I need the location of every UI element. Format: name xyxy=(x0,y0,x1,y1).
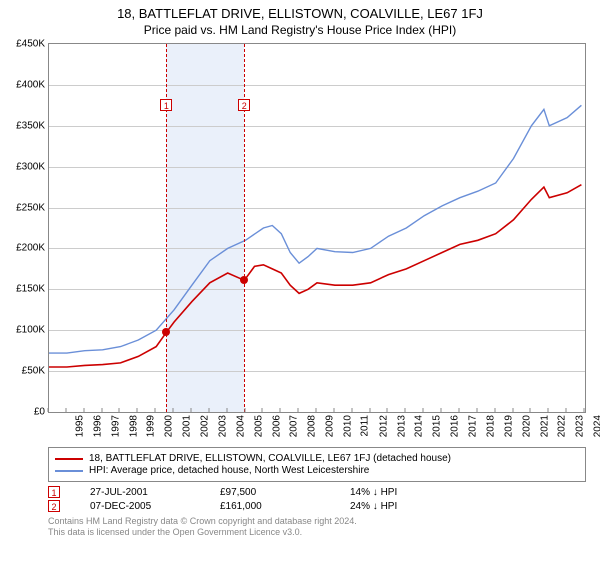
legend-box: 18, BATTLEFLAT DRIVE, ELLISTOWN, COALVIL… xyxy=(48,447,586,482)
legend-label: 18, BATTLEFLAT DRIVE, ELLISTOWN, COALVIL… xyxy=(89,453,451,464)
x-axis-label: 2017 xyxy=(467,415,478,437)
footer-attribution: Contains HM Land Registry data © Crown c… xyxy=(48,516,586,539)
x-axis-label: 2011 xyxy=(359,415,370,437)
x-axis-label: 2007 xyxy=(289,415,300,437)
marker-date: 27-JUL-2001 xyxy=(90,487,220,498)
x-axis-label: 2013 xyxy=(396,415,407,437)
x-axis-label: 2020 xyxy=(521,415,532,437)
footer-line: Contains HM Land Registry data © Crown c… xyxy=(48,516,586,527)
marker-row: 1 27-JUL-2001 £97,500 14% ↓ HPI xyxy=(48,486,586,498)
marker-row: 2 07-DEC-2005 £161,000 24% ↓ HPI xyxy=(48,500,586,512)
series-property xyxy=(49,185,581,367)
marker-price: £161,000 xyxy=(220,501,350,512)
chart-title: 18, BATTLEFLAT DRIVE, ELLISTOWN, COALVIL… xyxy=(0,6,600,21)
markers-table: 1 27-JUL-2001 £97,500 14% ↓ HPI 2 07-DEC… xyxy=(48,486,586,512)
y-axis-label: £50K xyxy=(22,366,49,377)
marker-price: £97,500 xyxy=(220,487,350,498)
x-axis-label: 2019 xyxy=(503,415,514,437)
y-axis-label: £100K xyxy=(16,325,49,336)
x-axis-label: 2016 xyxy=(449,415,460,437)
legend-label: HPI: Average price, detached house, Nort… xyxy=(89,465,369,476)
x-axis-label: 2001 xyxy=(181,415,192,437)
x-axis-label: 1999 xyxy=(146,415,157,437)
marker-delta: 24% ↓ HPI xyxy=(350,501,480,512)
legend-item-property: 18, BATTLEFLAT DRIVE, ELLISTOWN, COALVIL… xyxy=(55,453,579,464)
x-axis-labels: 1995 1996 1997 1998 1999 2000 2001 2002 2003 2004… xyxy=(48,413,586,443)
x-axis-label: 2018 xyxy=(485,415,496,437)
legend-item-hpi: HPI: Average price, detached house, Nort… xyxy=(55,465,579,476)
legend-swatch xyxy=(55,458,83,460)
x-axis-label: 2009 xyxy=(324,415,335,437)
y-axis-label: £400K xyxy=(16,79,49,90)
x-axis-label: 2008 xyxy=(307,415,318,437)
x-axis-label: 2002 xyxy=(199,415,210,437)
footer-line: This data is licensed under the Open Gov… xyxy=(48,527,586,538)
y-axis-label: £150K xyxy=(16,284,49,295)
event-label-box: 1 xyxy=(160,99,172,111)
x-axis-label: 2006 xyxy=(271,415,282,437)
y-axis-label: £350K xyxy=(16,120,49,131)
x-axis-label: 1997 xyxy=(110,415,121,437)
x-axis-label: 2010 xyxy=(342,415,353,437)
event-label-box: 2 xyxy=(238,99,250,111)
x-axis-label: 2005 xyxy=(253,415,264,437)
x-axis-label: 2015 xyxy=(432,415,443,437)
x-axis-label: 2022 xyxy=(557,415,568,437)
x-axis-label: 2000 xyxy=(164,415,175,437)
event-dot xyxy=(162,328,170,336)
x-axis-label: 2003 xyxy=(217,415,228,437)
marker-id-box: 2 xyxy=(48,500,60,512)
chart-plot-area: £0£50K£100K£150K£200K£250K£300K£350K£400… xyxy=(48,43,586,413)
marker-delta: 14% ↓ HPI xyxy=(350,487,480,498)
x-axis-label: 2024 xyxy=(592,415,600,437)
x-axis-label: 2012 xyxy=(378,415,389,437)
x-axis-label: 2021 xyxy=(539,415,550,437)
x-axis-label: 2004 xyxy=(235,415,246,437)
y-axis-label: £250K xyxy=(16,202,49,213)
x-axis-label: 1996 xyxy=(92,415,103,437)
x-axis-label: 2014 xyxy=(414,415,425,437)
legend-swatch xyxy=(55,470,83,472)
x-axis-label: 1998 xyxy=(128,415,139,437)
chart-subtitle: Price paid vs. HM Land Registry's House … xyxy=(0,23,600,37)
y-axis-label: £450K xyxy=(16,39,49,50)
x-axis-label: 2023 xyxy=(575,415,586,437)
marker-date: 07-DEC-2005 xyxy=(90,501,220,512)
event-dot xyxy=(240,276,248,284)
y-axis-label: £200K xyxy=(16,243,49,254)
x-axis-label: 1995 xyxy=(74,415,85,437)
marker-id-box: 1 xyxy=(48,486,60,498)
y-axis-label: £300K xyxy=(16,161,49,172)
